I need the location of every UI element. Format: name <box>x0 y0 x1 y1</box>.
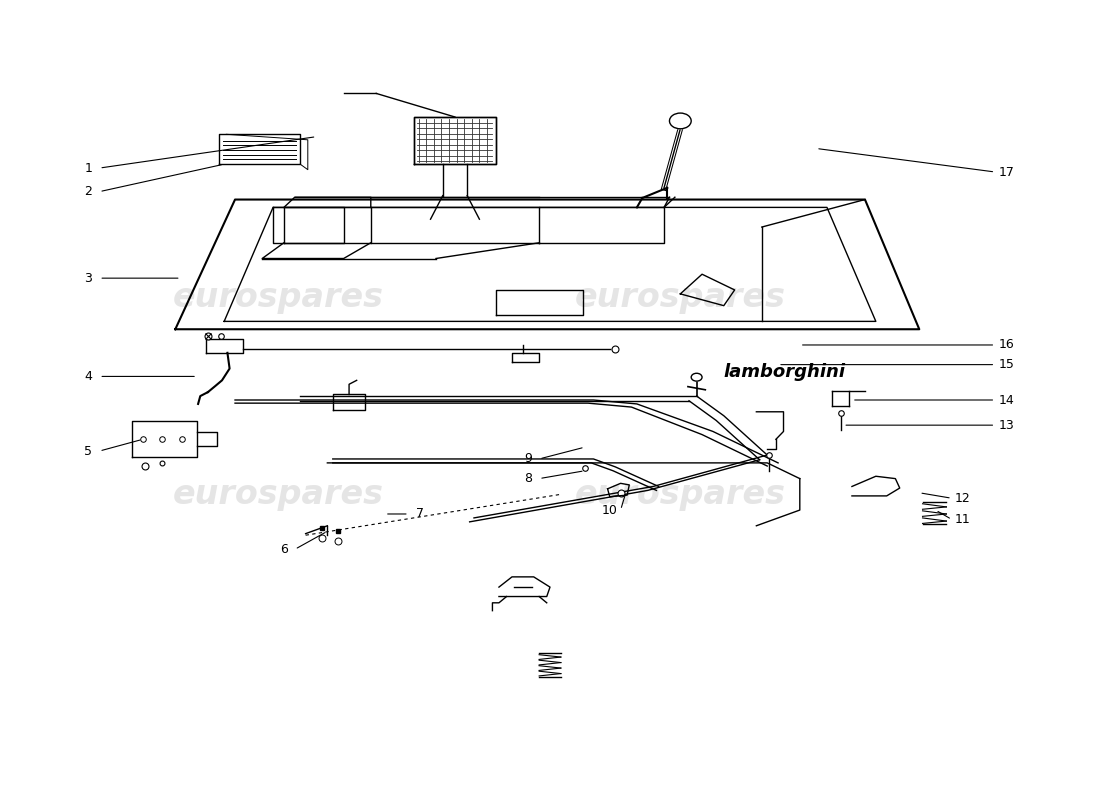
Text: lamborghini: lamborghini <box>724 363 846 382</box>
Text: 2: 2 <box>85 185 92 198</box>
Text: 12: 12 <box>955 492 970 505</box>
Text: eurospares: eurospares <box>173 478 384 511</box>
Text: 11: 11 <box>955 513 970 526</box>
Text: 17: 17 <box>998 166 1014 178</box>
Text: 14: 14 <box>999 394 1014 406</box>
Text: 15: 15 <box>998 358 1014 371</box>
Circle shape <box>670 113 691 129</box>
Text: 1: 1 <box>85 162 92 174</box>
Text: 10: 10 <box>602 503 618 517</box>
Text: 3: 3 <box>85 272 92 285</box>
Text: 9: 9 <box>525 453 532 466</box>
Circle shape <box>691 374 702 381</box>
Text: 13: 13 <box>999 418 1014 432</box>
Text: 16: 16 <box>999 338 1014 351</box>
Text: 4: 4 <box>85 370 92 383</box>
Text: 8: 8 <box>525 472 532 485</box>
Text: eurospares: eurospares <box>575 478 785 511</box>
Text: eurospares: eurospares <box>575 282 785 314</box>
Text: eurospares: eurospares <box>173 282 384 314</box>
Text: 6: 6 <box>280 543 288 556</box>
Text: 5: 5 <box>85 445 92 458</box>
Text: 7: 7 <box>416 507 424 521</box>
